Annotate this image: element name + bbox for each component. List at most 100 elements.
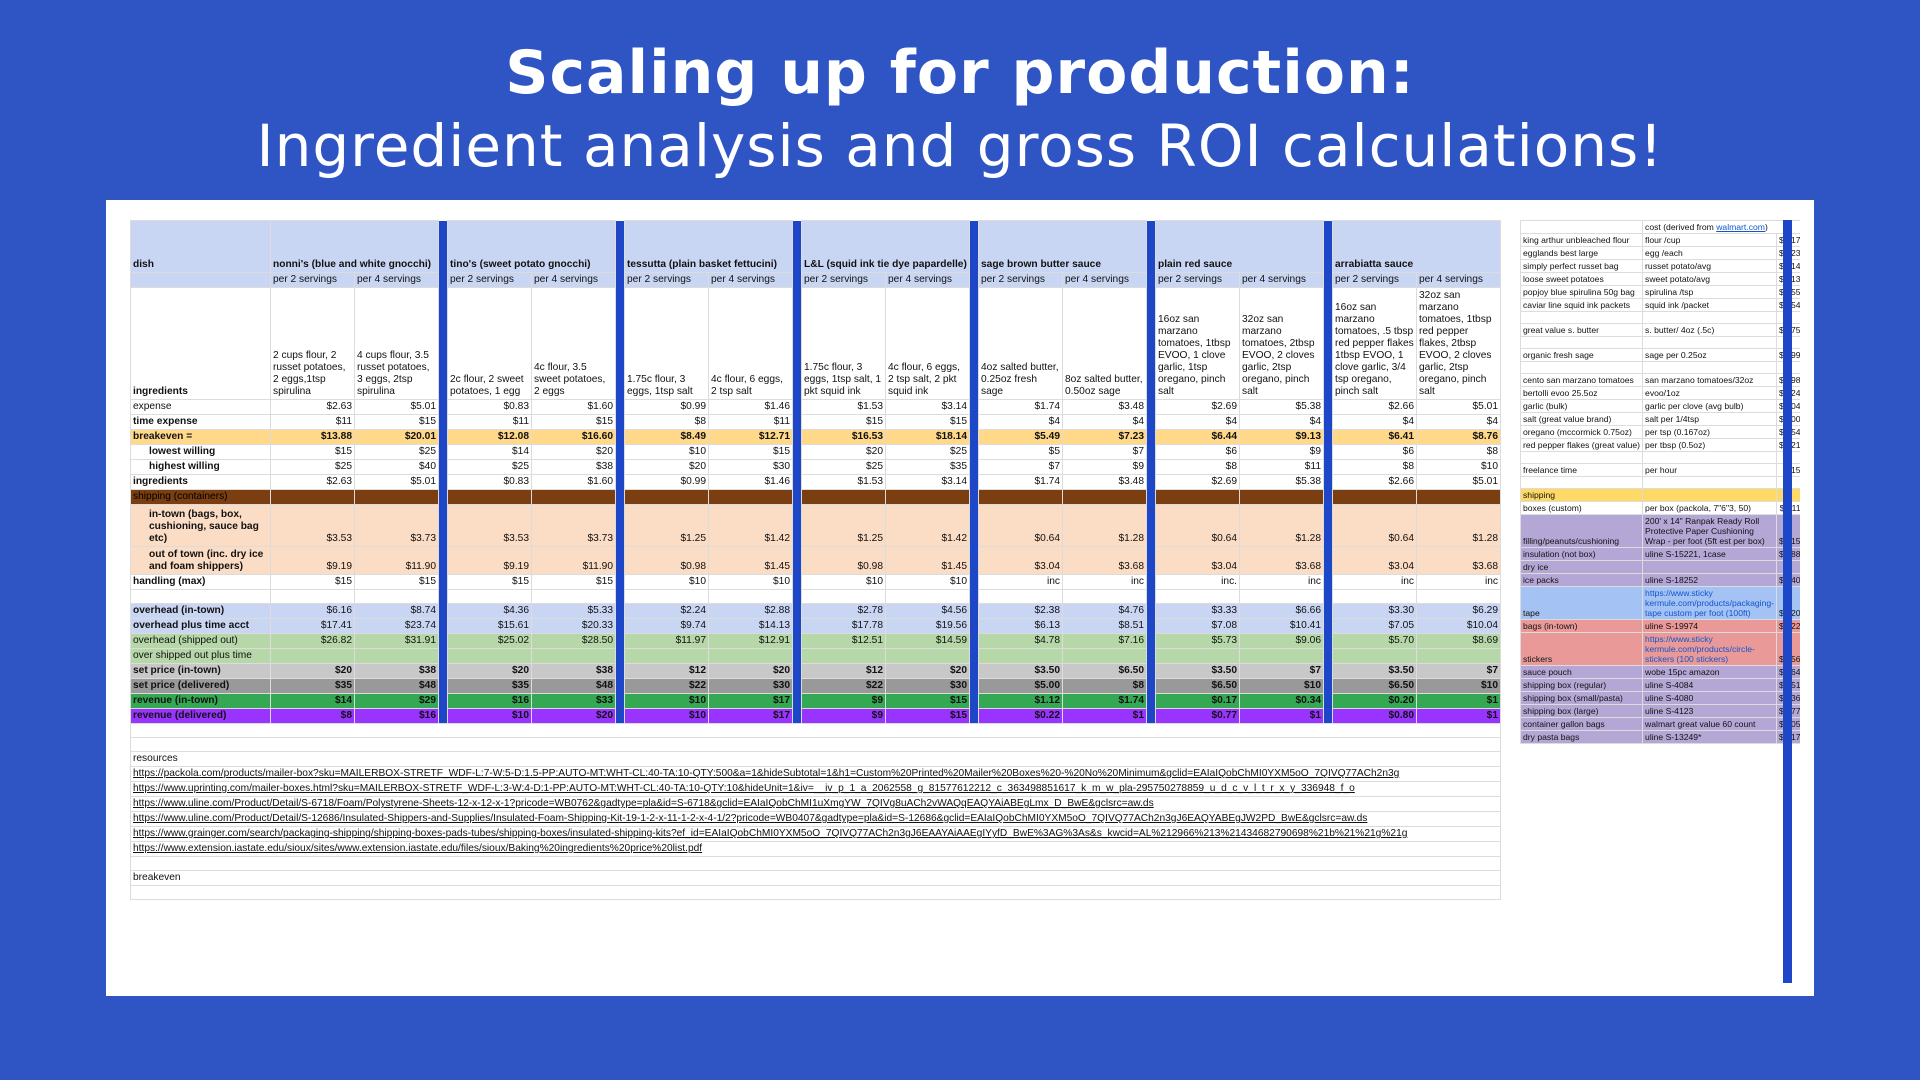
value-cell[interactable] (1332, 648, 1417, 664)
value-cell[interactable]: $7 (1062, 444, 1147, 460)
value-cell[interactable]: $8.51 (1062, 618, 1147, 634)
value-cell[interactable]: $10 (624, 574, 709, 590)
value-cell[interactable]: $5.01 (354, 399, 439, 415)
value-cell[interactable]: $12.91 (708, 633, 793, 649)
value-cell[interactable]: $9.06 (1239, 633, 1324, 649)
unit-description[interactable] (1642, 311, 1778, 324)
row-label[interactable]: shipping (containers) (130, 489, 271, 505)
value-cell[interactable]: inc (1416, 574, 1501, 590)
unit-description[interactable]: garlic per clove (avg bulb) (1642, 399, 1778, 413)
value-cell[interactable]: $1.42 (885, 504, 970, 547)
value-cell[interactable] (270, 589, 355, 604)
value-cell[interactable]: $33 (531, 693, 616, 709)
value-cell[interactable]: $10.04 (1416, 618, 1501, 634)
value-cell[interactable]: $6.41 (1332, 429, 1417, 445)
value-cell[interactable]: $10.41 (1239, 618, 1324, 634)
row-label[interactable]: expense (130, 399, 271, 415)
value-cell[interactable]: $3.48 (1062, 474, 1147, 490)
unit-description[interactable]: uline S-4084 (1642, 678, 1778, 692)
unit-description[interactable]: uline S-4080 (1642, 691, 1778, 705)
item-name[interactable]: stickers (1520, 632, 1644, 666)
unit-description[interactable]: https://www.sticky kermule.com/products/… (1642, 632, 1778, 666)
row-label[interactable]: highest willing (130, 459, 271, 475)
value-cell[interactable]: $26.82 (270, 633, 355, 649)
value-cell[interactable]: $18.14 (885, 429, 970, 445)
dish-name[interactable]: sage brown butter sauce (978, 220, 1147, 273)
value-cell[interactable]: $15 (531, 574, 616, 590)
value-cell[interactable]: $0.34 (1239, 693, 1324, 709)
value-cell[interactable]: $14.59 (885, 633, 970, 649)
cost-analysis-sheet[interactable]: dish nonni's (blue and white gnocchi) tino… (130, 220, 1505, 983)
serving-label[interactable]: per 2 servings (1155, 272, 1240, 288)
value-cell[interactable]: $3.48 (1062, 399, 1147, 415)
unit-description[interactable]: russet potato/avg (1642, 259, 1778, 273)
value-cell[interactable]: $30 (708, 459, 793, 475)
unit-description[interactable]: s. butter/ 4oz (.5c) (1642, 323, 1778, 337)
value-cell[interactable]: $1.12 (978, 693, 1063, 709)
unit-description[interactable]: uline S-15221, 1case (1642, 547, 1778, 561)
value-cell[interactable]: $1 (1416, 693, 1501, 709)
value-cell[interactable]: $0.17 (1155, 693, 1240, 709)
item-name[interactable] (1520, 336, 1644, 349)
item-name[interactable] (1520, 361, 1644, 374)
breakeven-label-cell[interactable]: breakeven (130, 870, 1501, 886)
value-cell[interactable]: $3.53 (447, 504, 532, 547)
value-cell[interactable] (531, 648, 616, 664)
serving-label[interactable]: per 4 servings (531, 272, 616, 288)
value-cell[interactable] (354, 589, 439, 604)
unit-description[interactable]: uline S-18252 (1642, 573, 1778, 587)
value-cell[interactable]: $3.04 (1155, 546, 1240, 575)
item-name[interactable]: shipping box (large) (1520, 704, 1644, 718)
unit-description[interactable] (1642, 336, 1778, 349)
value-cell[interactable]: $4 (1332, 414, 1417, 430)
value-cell[interactable]: $11 (1239, 459, 1324, 475)
value-cell[interactable] (708, 648, 793, 664)
value-cell[interactable]: $1.25 (801, 504, 886, 547)
spacer-row-cell[interactable] (130, 856, 1501, 871)
row-label[interactable]: overhead (in-town) (130, 603, 271, 619)
ingredient-list[interactable]: 4oz salted butter, 0.25oz fresh sage (978, 287, 1063, 400)
unit-description[interactable]: https://www.sticky kermule.com/products/… (1642, 586, 1778, 620)
unit-description[interactable]: salt per 1/4tsp (1642, 412, 1778, 426)
value-cell[interactable]: $2.66 (1332, 399, 1417, 415)
value-cell[interactable]: $10 (885, 574, 970, 590)
item-name[interactable]: bags (in-town) (1520, 619, 1644, 633)
value-cell[interactable]: $20.01 (354, 429, 439, 445)
value-cell[interactable]: $15.61 (447, 618, 532, 634)
ingredient-list[interactable]: 1.75c flour, 3 eggs, 1tsp salt, 1 pkt sq… (801, 287, 886, 400)
ingredient-list[interactable]: 1.75c flour, 3 eggs, 1tsp salt (624, 287, 709, 400)
value-cell[interactable]: $9.74 (624, 618, 709, 634)
serving-label[interactable]: per 4 servings (1062, 272, 1147, 288)
unit-description[interactable]: squid ink /packet (1642, 298, 1778, 312)
value-cell[interactable]: $10 (447, 708, 532, 724)
value-cell[interactable]: $7.05 (1332, 618, 1417, 634)
value-cell[interactable]: $5.01 (1416, 474, 1501, 490)
ingredient-list[interactable]: 4c flour, 3.5 sweet potatoes, 2 eggs (531, 287, 616, 400)
item-name[interactable]: red pepper flakes (great value) (1520, 438, 1644, 452)
value-cell[interactable]: $35 (447, 678, 532, 694)
value-cell[interactable] (1416, 489, 1501, 505)
row-label[interactable]: out of town (inc. dry ice and foam shipp… (130, 546, 271, 575)
value-cell[interactable]: $6 (1155, 444, 1240, 460)
value-cell[interactable] (1239, 589, 1324, 604)
dish-name[interactable]: tessutta (plain basket fettucini) (624, 220, 793, 273)
value-cell[interactable] (1416, 648, 1501, 664)
item-name[interactable]: shipping (1520, 488, 1644, 502)
value-cell[interactable]: $0.77 (1155, 708, 1240, 724)
value-cell[interactable]: $0.64 (1155, 504, 1240, 547)
item-name[interactable]: freelance time (1520, 463, 1644, 477)
value-cell[interactable]: $20 (531, 708, 616, 724)
value-cell[interactable]: $1.28 (1239, 504, 1324, 547)
value-cell[interactable] (447, 648, 532, 664)
value-cell[interactable]: $8.69 (1416, 633, 1501, 649)
item-name[interactable]: filling/peanuts/cushioning (1520, 514, 1644, 548)
value-cell[interactable]: $11.90 (531, 546, 616, 575)
value-cell[interactable]: $20 (801, 444, 886, 460)
value-cell[interactable]: $25 (447, 459, 532, 475)
value-cell[interactable]: $20 (624, 459, 709, 475)
value-cell[interactable]: $0.83 (447, 399, 532, 415)
value-cell[interactable]: $12.08 (447, 429, 532, 445)
value-cell[interactable]: $3.53 (270, 504, 355, 547)
item-name[interactable]: shipping box (small/pasta) (1520, 691, 1644, 705)
spacer-row-cell[interactable] (130, 723, 1501, 738)
